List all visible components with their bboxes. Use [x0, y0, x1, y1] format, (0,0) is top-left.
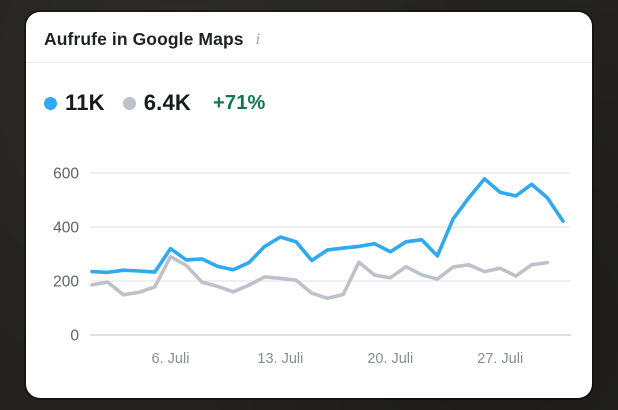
chart-area: 0 200 400 600 6. Juli 13. Juli 20. Juli 27. Jul…: [26, 118, 592, 380]
x-axis-label-13: 13. Juli: [257, 351, 303, 367]
series-line-previous: [90, 254, 550, 301]
card-header: Aufrufe in Google Maps i: [26, 12, 592, 62]
metric-card: Aufrufe in Google Maps i 11K 6.4K +71% 0…: [26, 12, 592, 398]
chart-legend: 11K 6.4K +71%: [26, 63, 592, 116]
current-total-value: 11K: [65, 90, 105, 115]
previous-total-value: 6.4K: [143, 90, 192, 115]
previous-series-dot-icon: [122, 96, 136, 110]
info-icon[interactable]: i: [255, 30, 261, 48]
y-axis-label-600: 600: [53, 166, 79, 183]
x-axis-label-20: 20. Juli: [367, 351, 413, 367]
line-chart: 0 200 400 600 6. Juli 13. Juli 20. Juli 27. Jul…: [53, 166, 571, 367]
x-axis-label-27: 27. Juli: [477, 351, 523, 367]
y-axis-label-0: 0: [70, 328, 79, 345]
header-divider: [26, 62, 592, 63]
current-series-dot-icon: [44, 96, 57, 110]
card-title: Aufrufe in Google Maps: [44, 29, 244, 49]
y-axis-label-200: 200: [53, 274, 79, 291]
series-line-current: [90, 177, 565, 275]
legend-item-current: 11K: [44, 90, 105, 116]
x-axis-label-6: 6. Juli: [152, 351, 190, 367]
legend-item-previous: 6.4K: [122, 90, 192, 116]
change-percent-badge: +71%: [213, 91, 266, 114]
y-axis-label-400: 400: [53, 220, 79, 237]
